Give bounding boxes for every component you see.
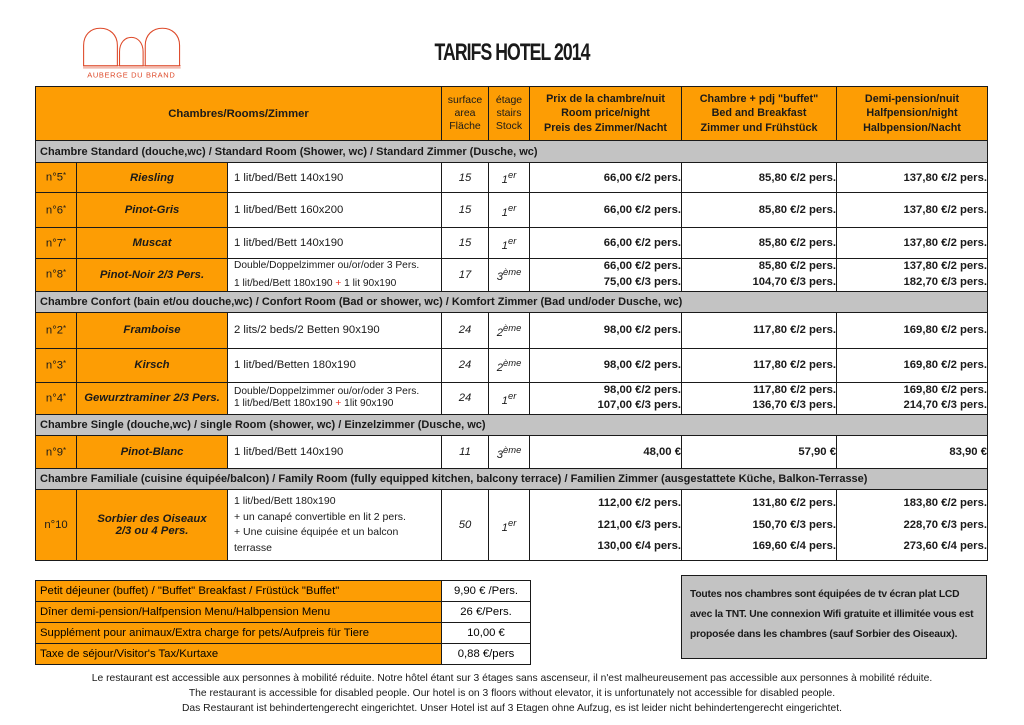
svg-text:AUBERGE DU BRAND: AUBERGE DU BRAND: [87, 71, 175, 80]
